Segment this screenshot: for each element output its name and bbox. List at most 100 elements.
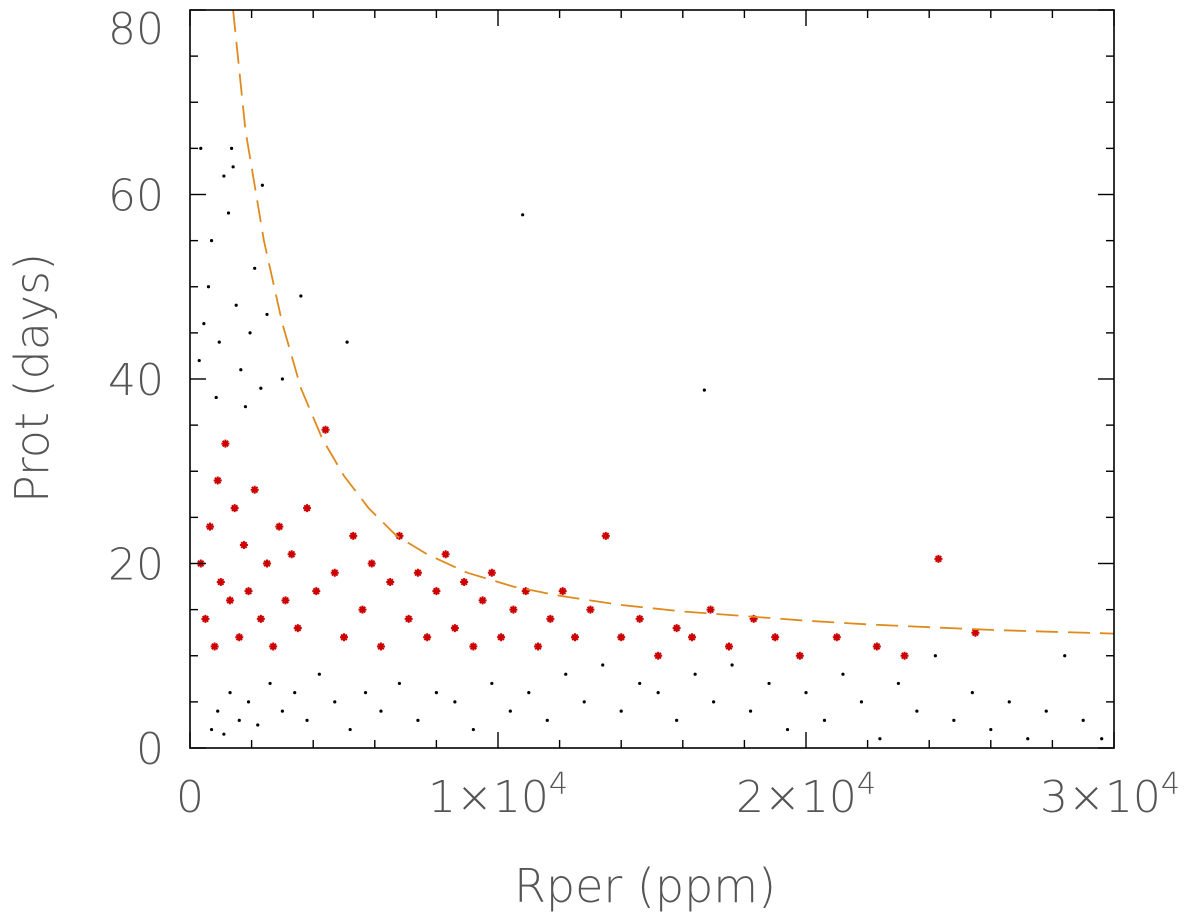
data-point [299,294,303,298]
x-tick-label: 0 [176,772,204,823]
data-point [386,577,395,586]
data-point [656,691,660,695]
data-point [305,718,309,722]
data-point [970,691,974,695]
series-dot [197,146,1104,741]
data-point [231,165,235,169]
data-point [702,388,706,392]
data-point [397,681,402,686]
data-point [571,633,579,642]
data-layer [196,9,1115,741]
data-point [1081,718,1085,722]
data-point [206,285,211,289]
data-point [487,568,496,577]
data-point [268,681,272,686]
data-point [638,681,642,686]
data-point [841,672,845,676]
data-point [404,614,413,623]
data-point [822,718,827,722]
data-point [654,651,663,660]
data-point [210,642,219,651]
data-point [635,614,644,623]
x-tick-label: 3×104 [1040,767,1180,823]
data-point [235,633,244,642]
data-point [395,531,404,540]
y-axis-title: Prot (days) [5,253,59,503]
data-point [453,700,457,704]
data-point [293,691,297,695]
plot-area [190,10,1114,748]
data-point [228,691,232,695]
data-point [1063,654,1067,658]
data-point [469,642,478,651]
data-point [209,239,214,243]
data-point [222,732,226,736]
data-point [248,331,252,335]
data-point [303,504,312,513]
data-point [256,723,260,727]
data-point [688,633,697,642]
data-point [280,377,284,381]
data-point [226,596,235,605]
data-point [872,642,881,651]
data-point [349,531,358,540]
data-point [363,691,368,695]
data-point [432,587,441,596]
data-point [243,405,248,409]
y-tick-label: 0 [136,724,164,775]
data-point [379,709,383,713]
data-point [450,624,459,633]
data-point [878,737,882,741]
x-tick-label: 2×104 [736,767,876,823]
y-tick-label: 40 [108,355,164,406]
data-point [226,211,231,215]
data-point [348,727,352,732]
data-point [896,681,901,686]
data-point [358,605,367,614]
data-point [237,718,241,722]
data-point [712,700,716,704]
plot-background [190,10,1114,748]
data-point [423,633,432,642]
data-point [693,672,697,676]
data-point [601,663,605,667]
data-point [521,213,525,217]
data-point [434,691,438,695]
data-point [269,642,278,651]
data-point [1007,700,1011,704]
data-point [312,587,321,596]
data-point [767,681,771,686]
data-point [586,605,595,614]
data-point [619,709,623,713]
data-point [413,568,422,577]
y-tick-label: 60 [108,171,164,222]
data-point [201,614,210,623]
data-point [244,587,253,596]
data-point [509,605,518,614]
data-point [675,718,679,722]
x-tick-label: 1×104 [428,767,568,823]
data-point [213,476,222,485]
data-point [478,596,487,605]
data-point [221,439,230,448]
data-point [952,718,956,722]
data-point [280,709,284,713]
data-point [564,672,568,676]
data-point [1044,709,1048,713]
data-point [527,691,531,695]
data-point [265,312,269,317]
y-tick-label: 20 [108,540,164,591]
data-point [521,587,530,596]
data-point [253,266,257,270]
data-point [859,700,864,704]
data-point [804,691,808,695]
data-point [246,700,251,704]
data-point [933,654,937,658]
data-point [250,485,259,494]
data-point [749,614,758,623]
data-point [229,146,234,150]
data-point [239,541,248,550]
data-point [376,642,385,651]
y-tick-label: 80 [108,4,164,55]
data-point [558,587,567,596]
